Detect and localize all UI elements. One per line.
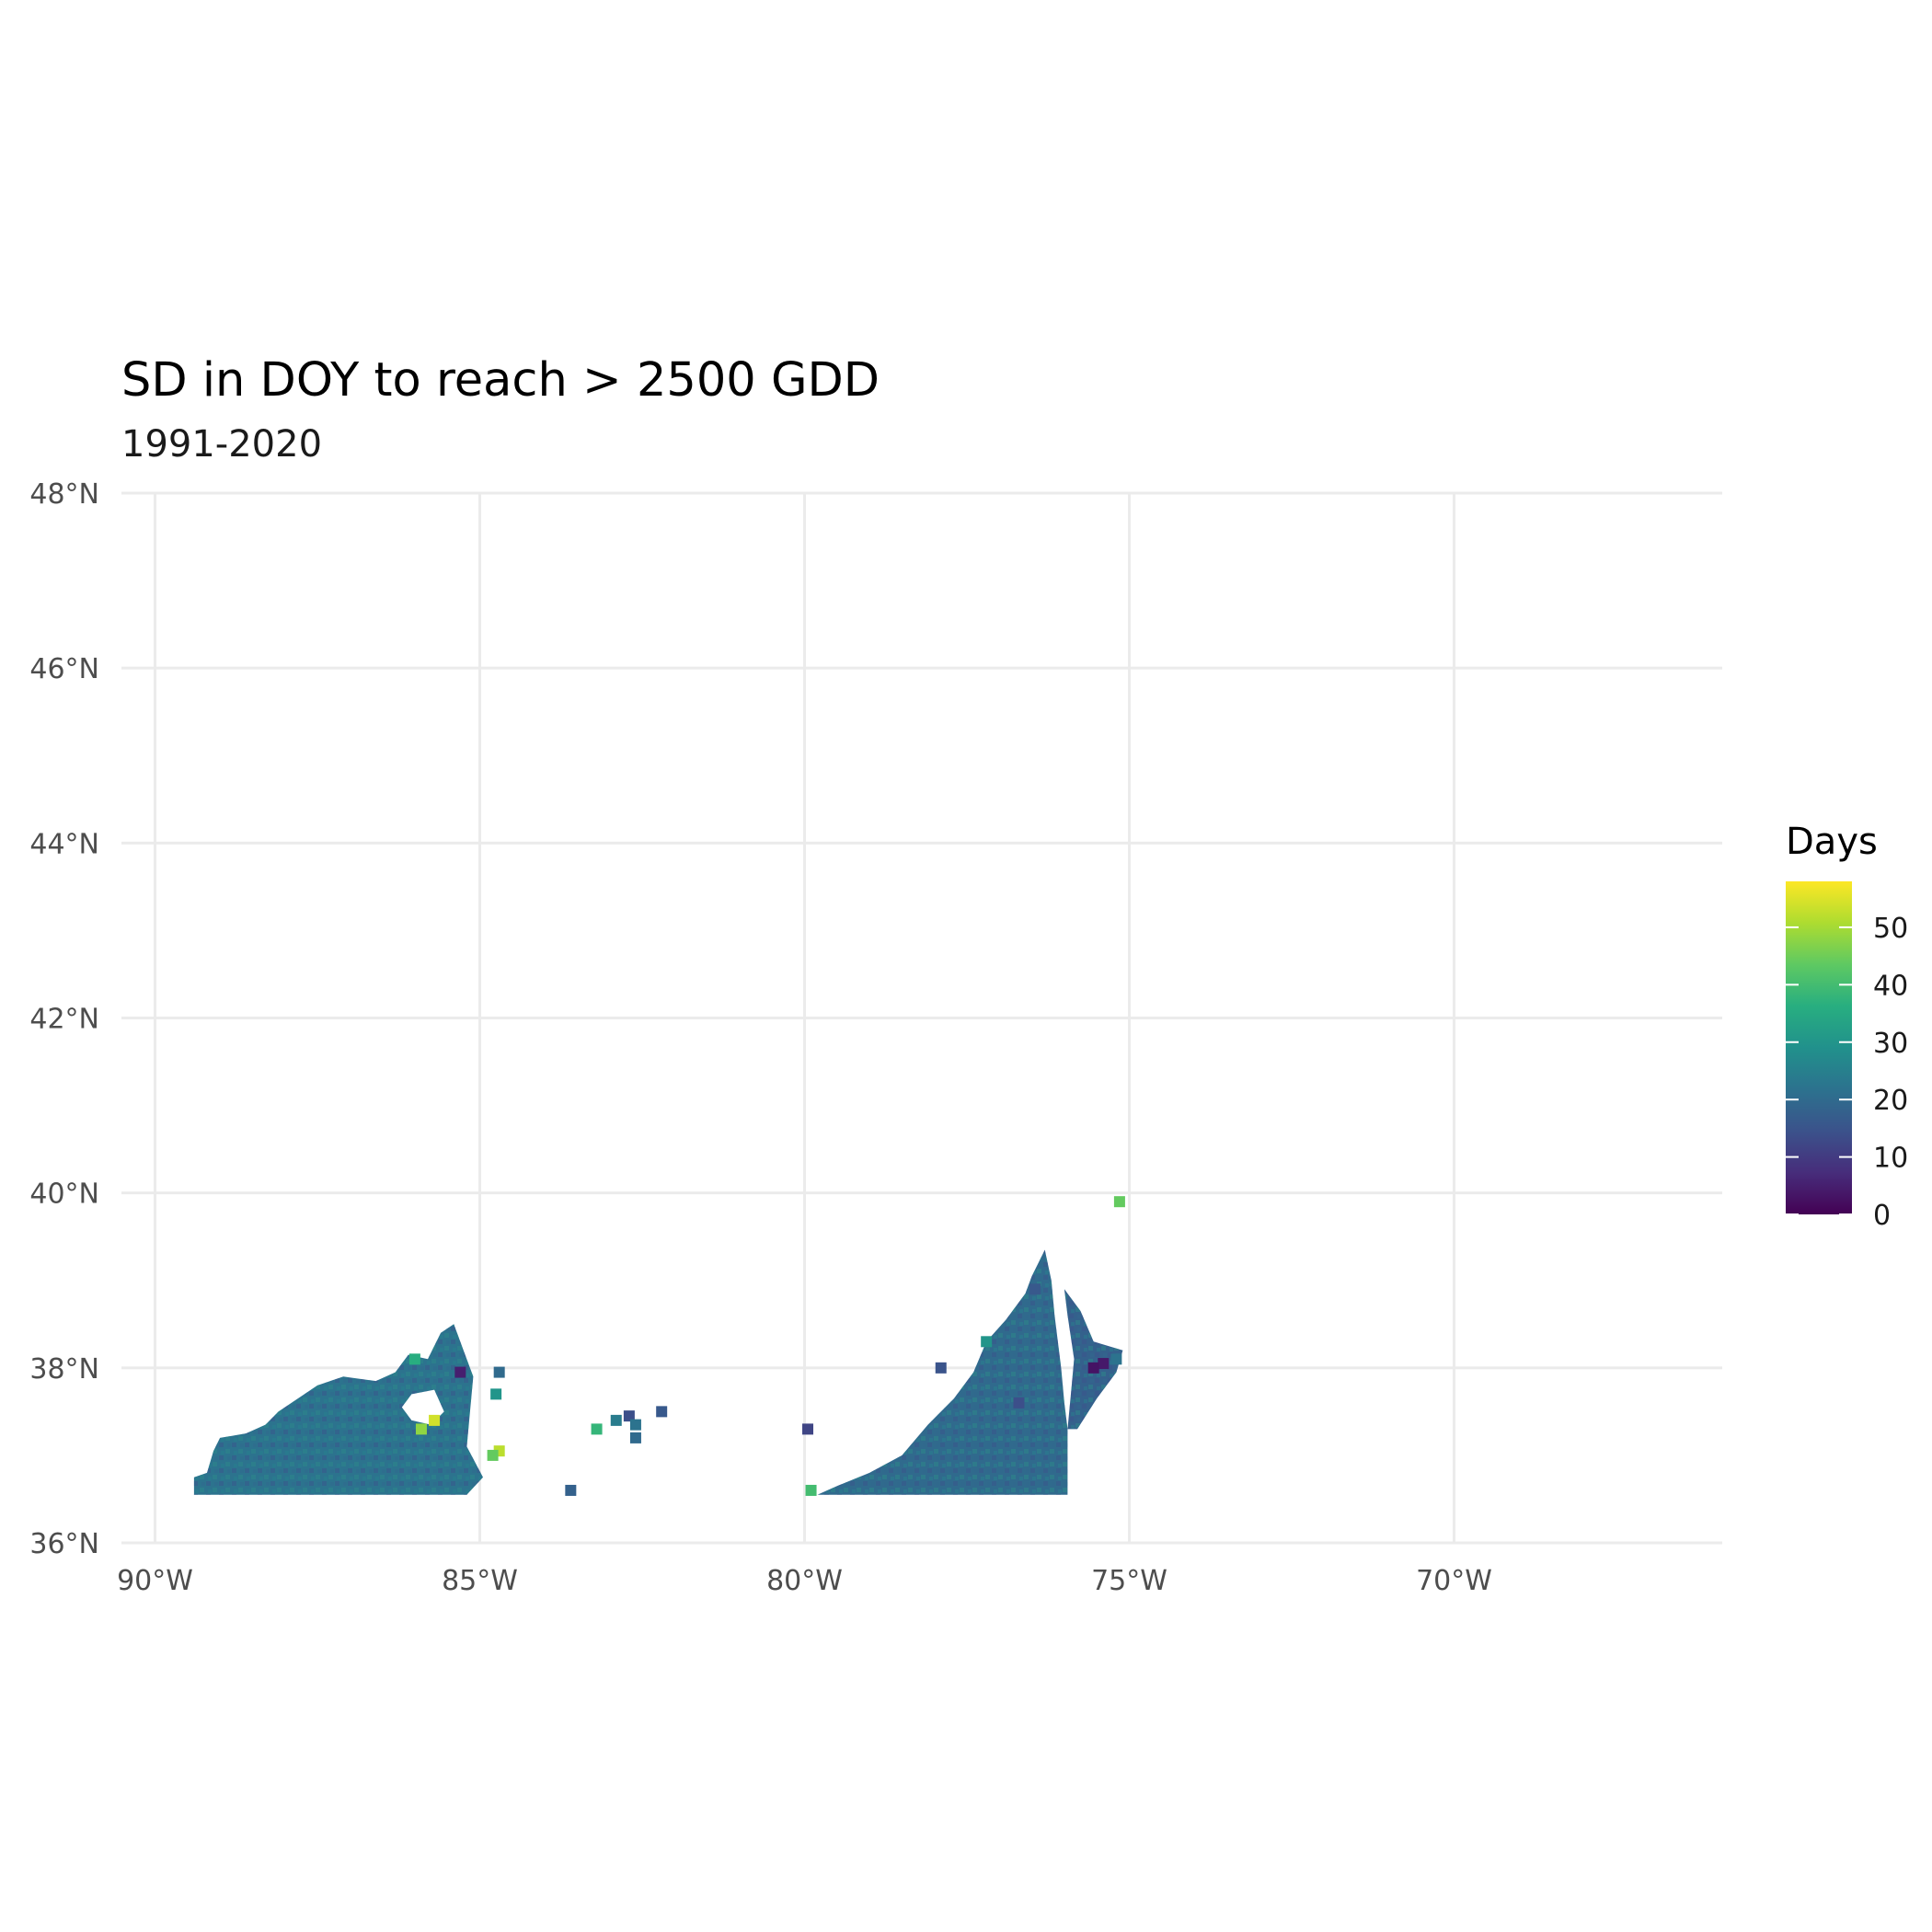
raster-patch	[802, 1423, 814, 1435]
legend-title: Days	[1786, 821, 1878, 863]
legend-ticks: 0 10 20 30 40 50	[1786, 913, 1908, 1232]
raster-patch	[490, 1388, 502, 1400]
y-tick-label: 44°N	[29, 828, 99, 860]
legend-tick-label: 50	[1873, 913, 1908, 945]
region-texture-eastern	[817, 1249, 1068, 1495]
region-texture-western	[193, 1324, 483, 1495]
raster-layer	[193, 1249, 1123, 1495]
region-texture-delmarva	[1064, 1289, 1123, 1430]
x-tick-label: 90°W	[117, 1565, 193, 1597]
y-tick-label: 38°N	[29, 1353, 99, 1386]
legend-tick-label: 40	[1873, 970, 1908, 1002]
y-tick-label: 42°N	[29, 1004, 99, 1036]
raster-patch	[487, 1449, 499, 1461]
raster-patch	[415, 1423, 427, 1435]
raster-patch	[1029, 1283, 1041, 1295]
x-tick-label: 80°W	[766, 1565, 843, 1597]
raster-patch	[1110, 1353, 1122, 1365]
raster-patch	[429, 1414, 441, 1426]
y-tick-label: 48°N	[29, 478, 99, 511]
legend-tick-label: 10	[1873, 1143, 1908, 1175]
raster-patch	[591, 1423, 603, 1435]
y-tick-label: 46°N	[29, 653, 99, 685]
raster-patch	[1113, 1196, 1125, 1208]
raster-patch	[629, 1432, 641, 1443]
raster-patch	[623, 1410, 635, 1422]
y-tick-label: 40°N	[29, 1179, 99, 1211]
legend-tick-label: 30	[1873, 1028, 1908, 1060]
x-tick-label: 75°W	[1091, 1565, 1167, 1597]
chart-subtitle: 1991-2020	[121, 423, 322, 466]
gridlines	[121, 491, 1722, 1545]
raster-patch	[454, 1366, 466, 1378]
raster-patch	[565, 1484, 577, 1496]
legend-tick-label: 20	[1873, 1085, 1908, 1117]
raster-patch	[1087, 1362, 1099, 1374]
chart-title: SD in DOY to reach > 2500 GDD	[121, 353, 880, 408]
legend-tick-label: 0	[1873, 1200, 1891, 1232]
raster-patch	[981, 1336, 993, 1348]
x-tick-label: 70°W	[1416, 1565, 1492, 1597]
legend: Days 0 10 20 30 40 50	[1786, 821, 1908, 1232]
x-tick-label: 85°W	[442, 1565, 518, 1597]
raster-patch	[656, 1406, 668, 1418]
raster-patch	[408, 1353, 420, 1365]
raster-patches	[408, 1196, 1125, 1496]
raster-patch	[805, 1484, 817, 1496]
raster-patch	[935, 1362, 947, 1374]
raster-patch	[1013, 1397, 1025, 1409]
raster-patch	[610, 1414, 622, 1426]
legend-colorbar	[1786, 881, 1852, 1214]
y-tick-label: 36°N	[29, 1528, 99, 1560]
raster-patch	[1098, 1358, 1110, 1370]
axis-labels: 36°N 38°N 40°N 42°N 44°N 46°N 48°N 90°W 85°W 80°W…	[29, 478, 1492, 1597]
raster-patch	[493, 1366, 505, 1378]
raster-patch	[629, 1419, 641, 1431]
